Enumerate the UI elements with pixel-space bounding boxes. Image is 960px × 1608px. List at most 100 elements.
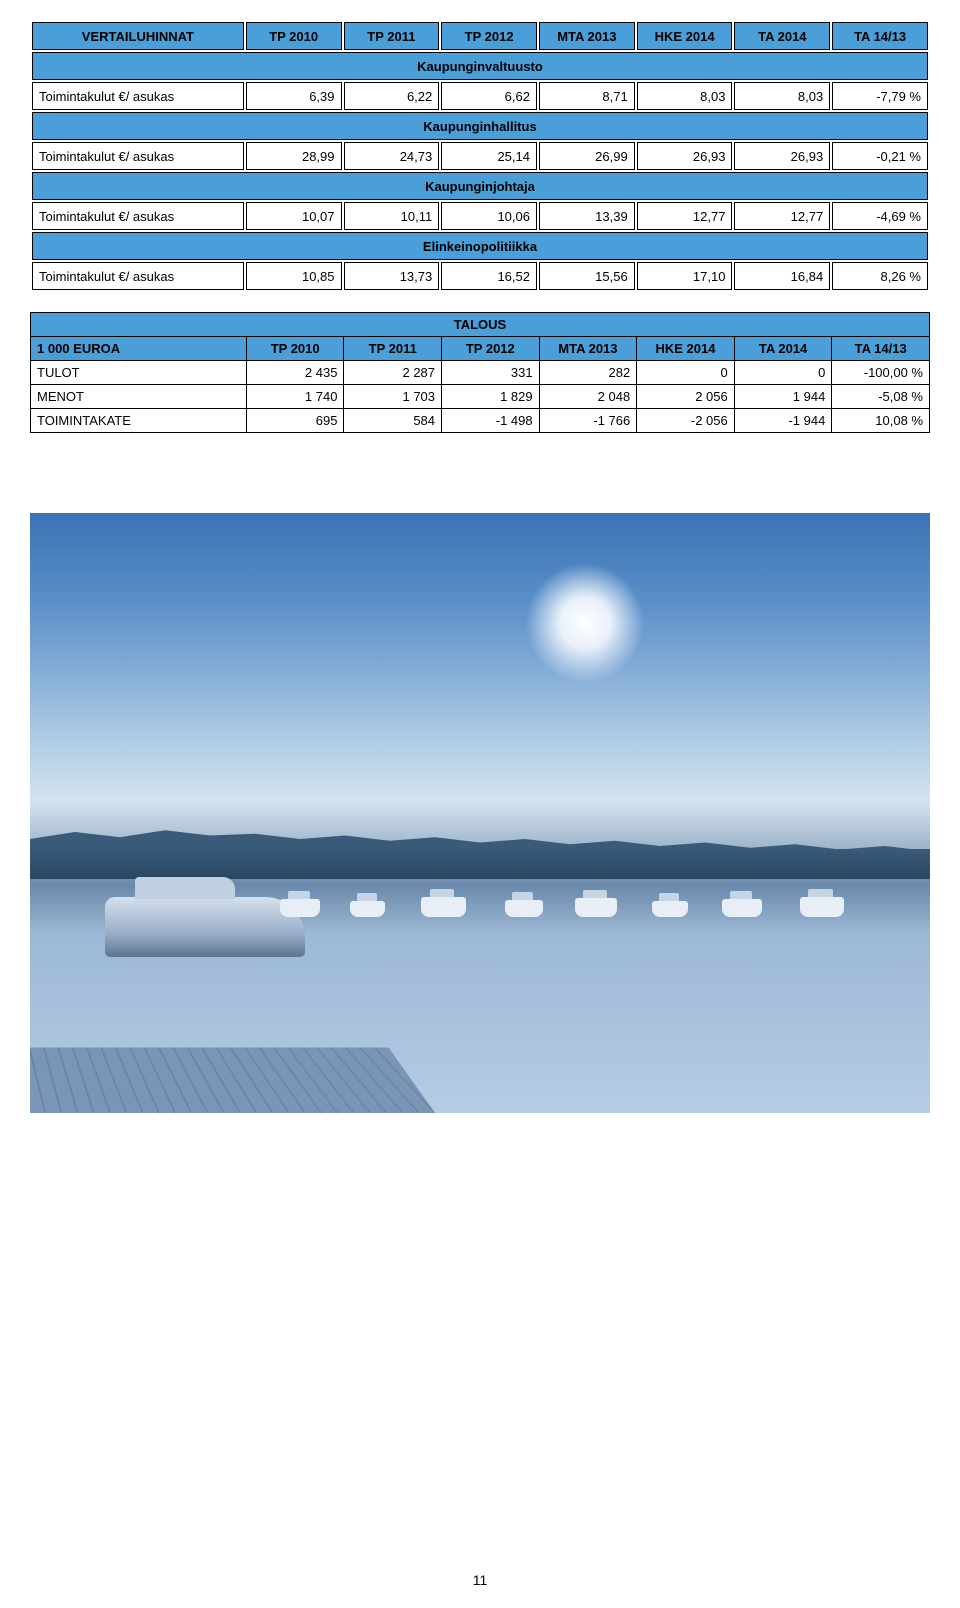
cell: 16,52 [441, 262, 537, 290]
talous-table: TALOUS 1 000 EUROA TP 2010 TP 2011 TP 20… [30, 312, 930, 433]
cell: 1 740 [246, 385, 344, 409]
cell: 10,85 [246, 262, 342, 290]
col-header: TA 2014 [734, 337, 832, 361]
comparison-title: VERTAILUHINNAT [32, 22, 244, 50]
cell: 331 [442, 361, 540, 385]
table-row: TULOT 2 435 2 287 331 282 0 0 -100,00 % [31, 361, 930, 385]
cell: 10,06 [441, 202, 537, 230]
boats [210, 867, 912, 917]
row-label: TULOT [31, 361, 247, 385]
cell: 0 [637, 361, 735, 385]
col-header: TP 2010 [246, 22, 342, 50]
col-header: TA 2014 [734, 22, 830, 50]
col-header: TA 14/13 [832, 22, 928, 50]
cell: 15,56 [539, 262, 635, 290]
page-number: 11 [0, 1572, 960, 1588]
page: VERTAILUHINNAT TP 2010 TP 2011 TP 2012 M… [0, 0, 960, 1608]
cell: -1 944 [734, 409, 832, 433]
cell: 13,73 [344, 262, 440, 290]
cell: 8,71 [539, 82, 635, 110]
row-label: Toimintakulut €/ asukas [32, 82, 244, 110]
cell: 24,73 [344, 142, 440, 170]
col-header: HKE 2014 [637, 22, 733, 50]
col-header: TP 2010 [246, 337, 344, 361]
cell: -1 498 [442, 409, 540, 433]
col-header: TP 2012 [442, 337, 540, 361]
cell: 10,11 [344, 202, 440, 230]
table-row: Toimintakulut €/ asukas 10,07 10,11 10,0… [32, 202, 928, 230]
cell: -5,08 % [832, 385, 930, 409]
cell: 2 056 [637, 385, 735, 409]
cell: 695 [246, 409, 344, 433]
cell: 25,14 [441, 142, 537, 170]
row-label: Toimintakulut €/ asukas [32, 202, 244, 230]
row-label: TOIMINTAKATE [31, 409, 247, 433]
cell: 1 944 [734, 385, 832, 409]
sun-icon [525, 563, 645, 683]
dock [30, 1048, 435, 1113]
boat [505, 900, 543, 917]
section-header: Kaupunginvaltuusto [32, 52, 928, 80]
boat [652, 901, 688, 917]
boat [350, 901, 385, 917]
section-header: Kaupunginhallitus [32, 112, 928, 140]
cell: 0 [734, 361, 832, 385]
cell: 8,03 [637, 82, 733, 110]
cell: -100,00 % [832, 361, 930, 385]
boat [722, 899, 762, 917]
table-row: TOIMINTAKATE 695 584 -1 498 -1 766 -2 05… [31, 409, 930, 433]
cell: -4,69 % [832, 202, 928, 230]
row-label: Toimintakulut €/ asukas [32, 262, 244, 290]
cell: 17,10 [637, 262, 733, 290]
cell: -0,21 % [832, 142, 928, 170]
boat [280, 899, 320, 917]
cell: 12,77 [734, 202, 830, 230]
table-row: Toimintakulut €/ asukas 6,39 6,22 6,62 8… [32, 82, 928, 110]
cell: 26,93 [734, 142, 830, 170]
talous-title: TALOUS [31, 313, 930, 337]
col-header: TA 14/13 [832, 337, 930, 361]
cell: 1 829 [442, 385, 540, 409]
cell: 2 048 [539, 385, 637, 409]
cell: 584 [344, 409, 442, 433]
section-header: Elinkeinopolitiikka [32, 232, 928, 260]
cell: 13,39 [539, 202, 635, 230]
boat-large [105, 897, 305, 957]
col-header: TP 2011 [344, 22, 440, 50]
row-label: Toimintakulut €/ asukas [32, 142, 244, 170]
boat [800, 897, 844, 917]
cell: 16,84 [734, 262, 830, 290]
cell: 6,39 [246, 82, 342, 110]
cell: 2 287 [344, 361, 442, 385]
cell: 282 [539, 361, 637, 385]
col-header: MTA 2013 [539, 22, 635, 50]
col-header: HKE 2014 [637, 337, 735, 361]
cell: 6,22 [344, 82, 440, 110]
cell: 2 435 [246, 361, 344, 385]
row-label: MENOT [31, 385, 247, 409]
cell: 28,99 [246, 142, 342, 170]
col-header: TP 2011 [344, 337, 442, 361]
cell: -7,79 % [832, 82, 928, 110]
col-header: MTA 2013 [539, 337, 637, 361]
marina-photo [30, 513, 930, 1113]
cell: 8,03 [734, 82, 830, 110]
table-row: Toimintakulut €/ asukas 10,85 13,73 16,5… [32, 262, 928, 290]
cell: 1 703 [344, 385, 442, 409]
cell: 26,93 [637, 142, 733, 170]
table-row: MENOT 1 740 1 703 1 829 2 048 2 056 1 94… [31, 385, 930, 409]
cell: 8,26 % [832, 262, 928, 290]
cell: 26,99 [539, 142, 635, 170]
cell: 12,77 [637, 202, 733, 230]
cell: 10,08 % [832, 409, 930, 433]
talous-header-row: 1 000 EUROA TP 2010 TP 2011 TP 2012 MTA … [31, 337, 930, 361]
boat [421, 897, 466, 917]
col-header: TP 2012 [441, 22, 537, 50]
talous-left-header: 1 000 EUROA [31, 337, 247, 361]
boat [575, 898, 617, 917]
cell: 6,62 [441, 82, 537, 110]
comparison-table: VERTAILUHINNAT TP 2010 TP 2011 TP 2012 M… [30, 20, 930, 292]
cell: 10,07 [246, 202, 342, 230]
comparison-header-row: VERTAILUHINNAT TP 2010 TP 2011 TP 2012 M… [32, 22, 928, 50]
cell: -1 766 [539, 409, 637, 433]
